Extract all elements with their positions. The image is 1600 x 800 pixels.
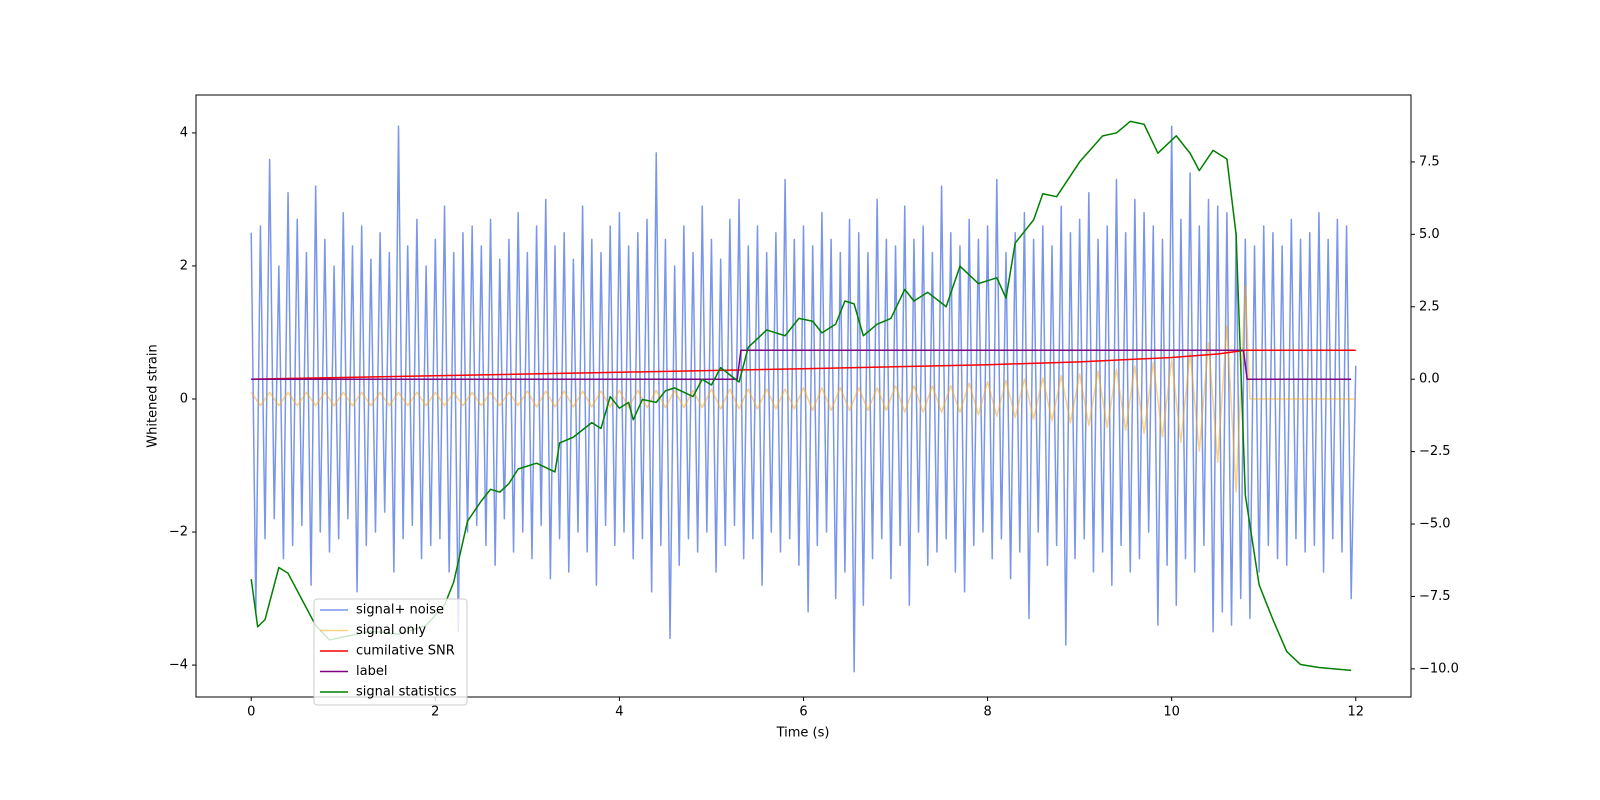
x-tick-label: 0 [247, 705, 255, 720]
series-line [251, 349, 1356, 380]
y2-tick-label: 0.0 [1419, 372, 1440, 387]
x-axis-label: Time (s) [776, 726, 830, 741]
series-line [250, 125, 1357, 673]
series-line [250, 285, 1356, 493]
y-axis-label: Whitened strain [146, 344, 161, 447]
y2-tick-label: −10.0 [1419, 661, 1459, 676]
y2-tick-label: −5.0 [1419, 517, 1451, 532]
series-line [251, 349, 1352, 380]
legend-label: signal only [356, 623, 426, 638]
legend-label: label [356, 664, 387, 679]
x-tick-label: 8 [983, 705, 991, 720]
x-tick-label: 12 [1347, 705, 1364, 720]
x-tick-label: 10 [1163, 705, 1180, 720]
y-tick-label: −4 [169, 658, 188, 673]
x-tick-label: 4 [615, 705, 623, 720]
x-tick-label: 2 [431, 705, 439, 720]
legend-box [313, 598, 468, 706]
legend: signal+ noise signal only cumilative SNR la… [313, 598, 468, 706]
y2-tick-label: −2.5 [1419, 444, 1451, 459]
y2-tick-label: 7.5 [1419, 154, 1440, 169]
legend-label: signal+ noise [356, 603, 444, 618]
y-tick-label: −2 [169, 525, 188, 540]
y-tick-label: 0 [180, 391, 188, 406]
y-tick-label: 2 [180, 258, 188, 273]
legend-label: cumilative SNR [356, 644, 455, 659]
y2-tick-label: 2.5 [1419, 299, 1440, 314]
y2-tick-label: 5.0 [1419, 227, 1440, 242]
x-tick-label: 6 [799, 705, 807, 720]
y2-tick-label: −7.5 [1419, 589, 1451, 604]
series-line [250, 120, 1352, 672]
y-tick-label: 4 [180, 125, 188, 140]
legend-label: signal statistics [356, 685, 457, 700]
